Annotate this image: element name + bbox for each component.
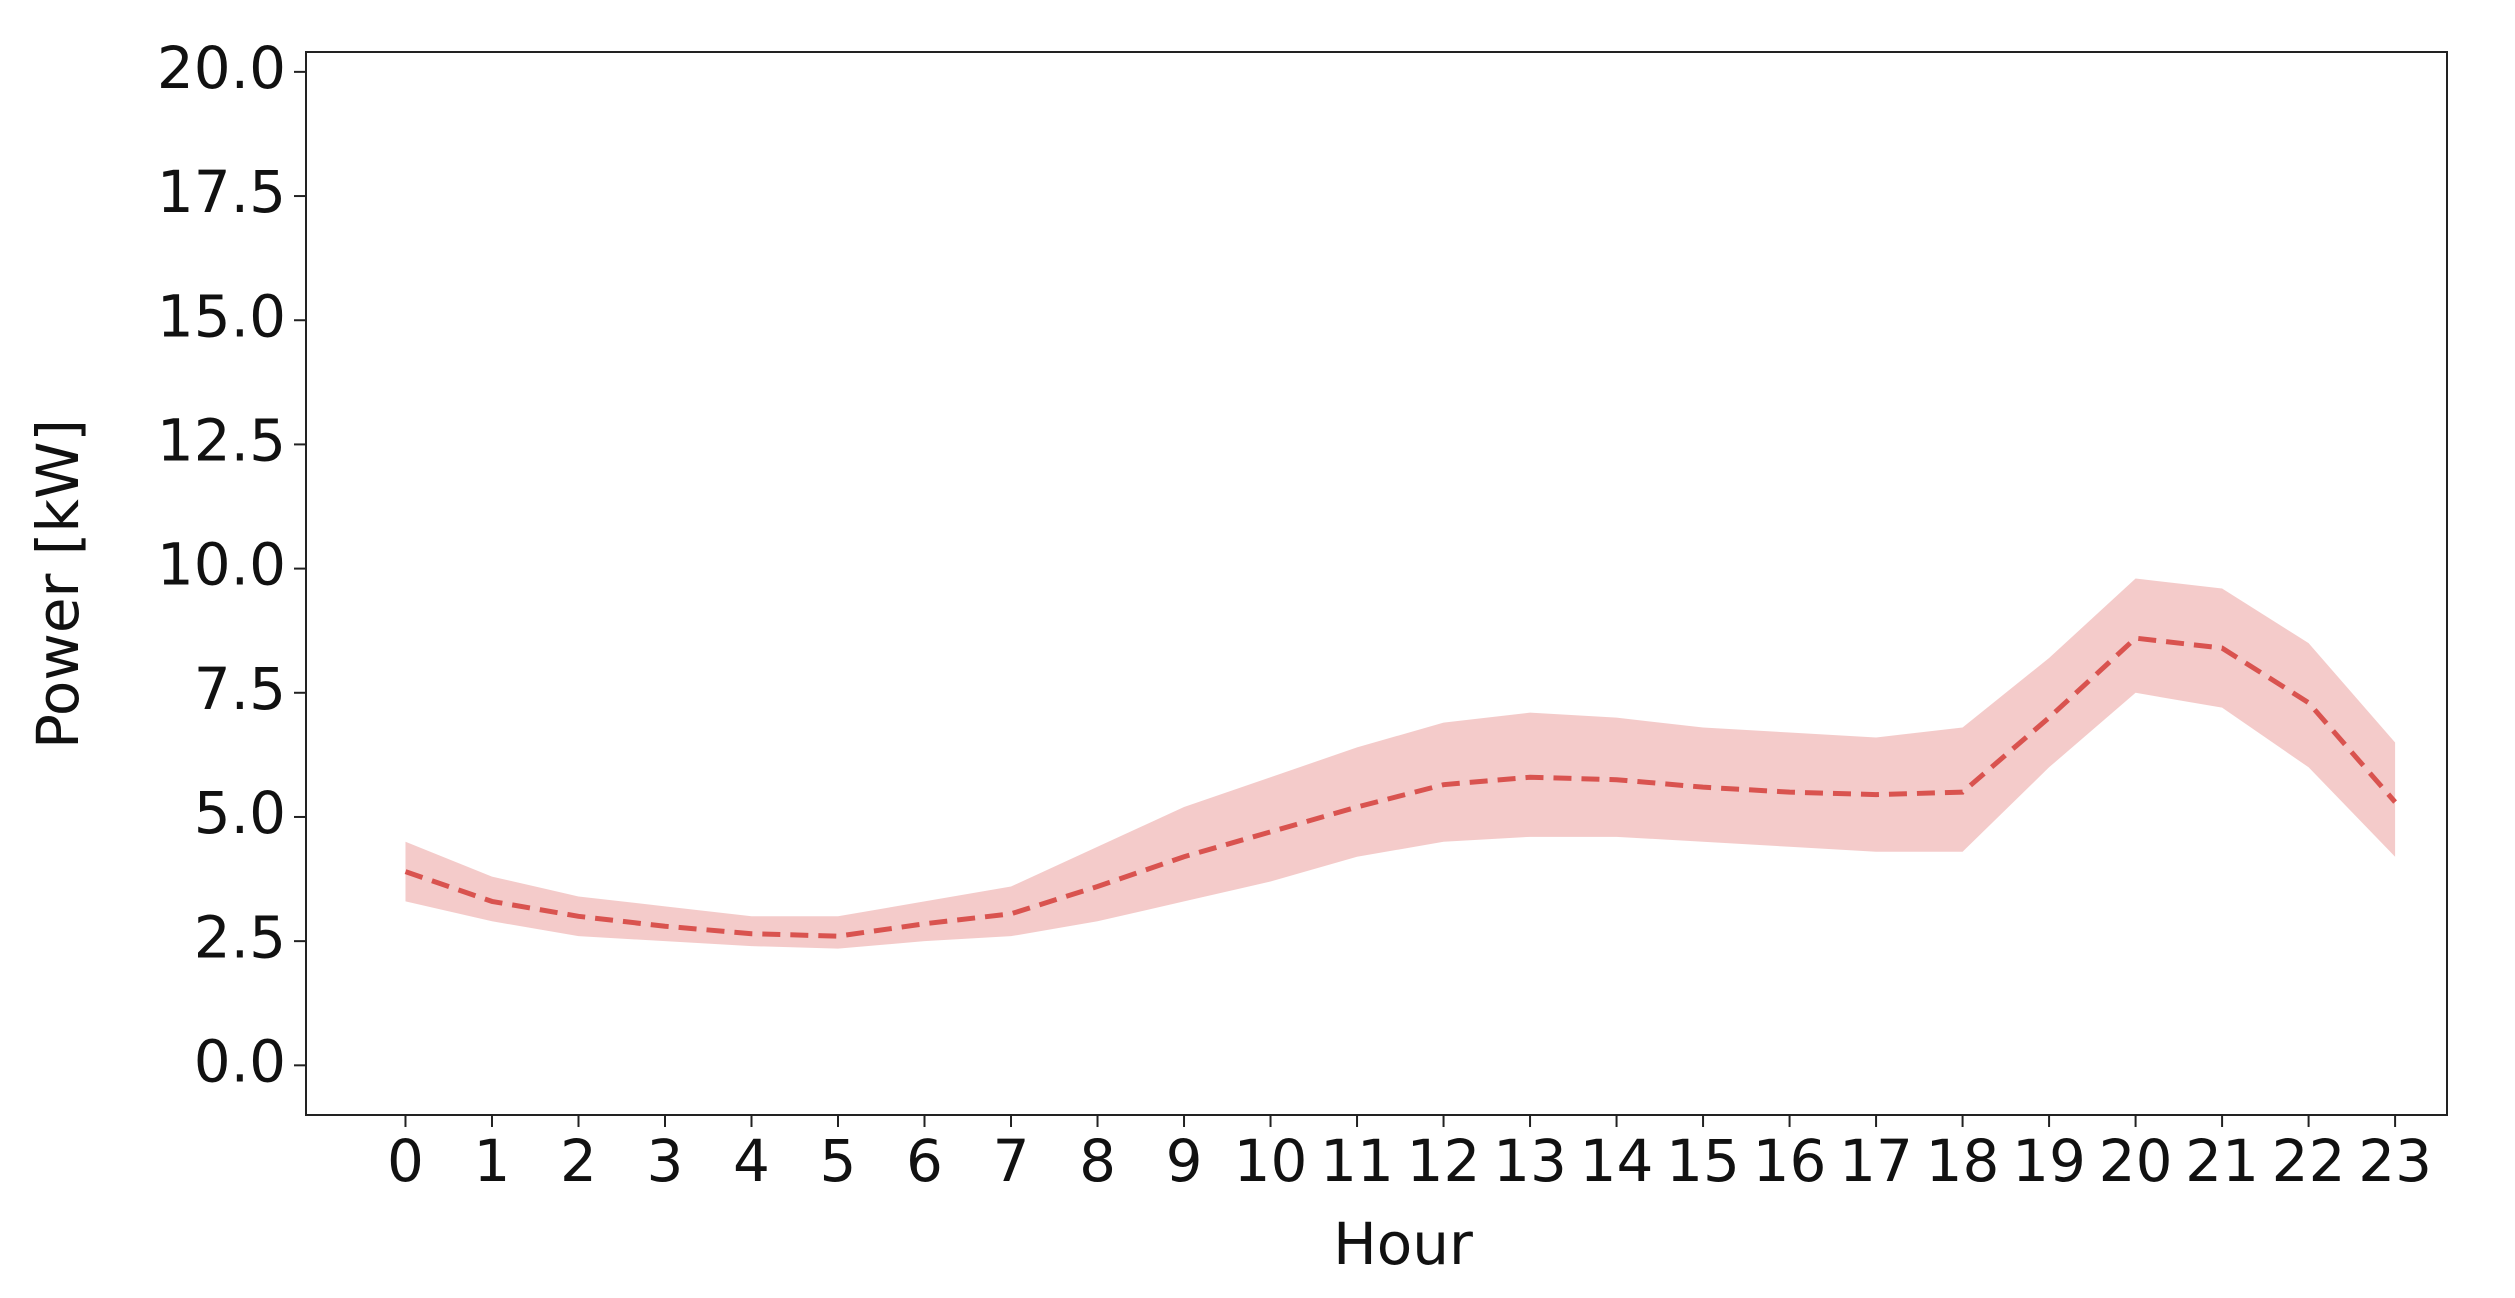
- y-tick-label: 5.0: [194, 779, 286, 847]
- x-tick-label: 11: [1320, 1127, 1394, 1195]
- x-tick-label: 16: [1753, 1127, 1827, 1195]
- y-tick-label: 17.5: [157, 158, 286, 226]
- x-tick-label: 9: [1166, 1127, 1203, 1195]
- x-tick-label: 15: [1666, 1127, 1740, 1195]
- band-area: [405, 578, 2396, 949]
- y-tick-label: 7.5: [194, 655, 286, 723]
- x-tick-label: 23: [2358, 1127, 2432, 1195]
- x-tick-label: 13: [1493, 1127, 1567, 1195]
- x-tick-label: 18: [1926, 1127, 2000, 1195]
- x-tick-label: 19: [2012, 1127, 2086, 1195]
- y-tick-label: 15.0: [157, 282, 286, 350]
- x-tick-label: 2: [560, 1127, 597, 1195]
- mean-line: [404, 635, 2397, 939]
- x-tick-label: 14: [1580, 1127, 1654, 1195]
- x-tick-label: 17: [1839, 1127, 1913, 1195]
- y-axis-label: Power [kW]: [24, 419, 92, 749]
- y-tick-label: 10.0: [157, 531, 286, 599]
- x-tick-label: 21: [2185, 1127, 2259, 1195]
- plot-frame: [305, 51, 2448, 1116]
- x-tick-label: 20: [2099, 1127, 2173, 1195]
- y-tick-label: 2.5: [194, 903, 286, 971]
- x-tick-label: 12: [1407, 1127, 1481, 1195]
- x-tick-label: 7: [993, 1127, 1030, 1195]
- x-tick-label: 6: [906, 1127, 943, 1195]
- y-tick-label: 0.0: [194, 1027, 286, 1095]
- x-tick-label: 4: [733, 1127, 770, 1195]
- x-tick-label: 3: [647, 1127, 684, 1195]
- x-tick-label: 10: [1234, 1127, 1308, 1195]
- x-axis-label: Hour: [1333, 1210, 1473, 1278]
- y-tick-label: 12.5: [157, 407, 286, 475]
- x-tick-label: 8: [1079, 1127, 1116, 1195]
- x-tick-label: 22: [2272, 1127, 2346, 1195]
- x-tick-label: 5: [820, 1127, 857, 1195]
- y-tick-label: 20.0: [157, 34, 286, 102]
- x-tick-label: 0: [387, 1127, 424, 1195]
- x-tick-label: 1: [474, 1127, 511, 1195]
